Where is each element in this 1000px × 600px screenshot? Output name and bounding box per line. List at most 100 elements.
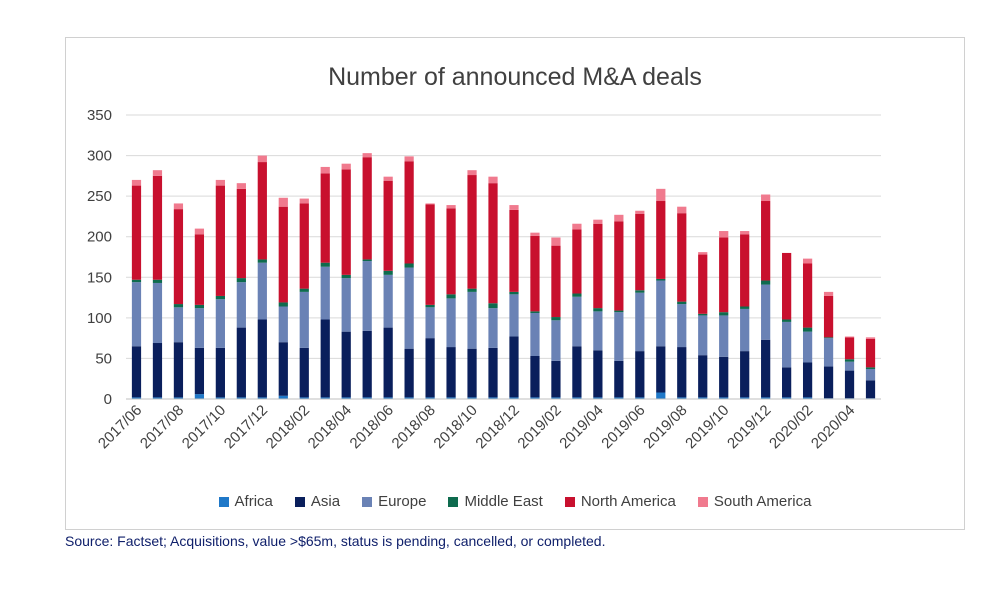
bar-segment-middle-east [802,327,813,332]
bar-segment-middle-east [404,263,414,268]
bar-segment-europe [802,331,813,363]
bar-segment-africa [278,395,288,399]
x-tick-label: 2019/02 [514,402,564,452]
bar-segment-south-america [823,291,834,296]
bar-segment-asia [698,355,708,398]
bar-segment-middle-east [131,279,142,283]
bar-segment-africa [656,392,666,399]
bar-segment-north-america [509,209,519,292]
bar-segment-middle-east [844,359,855,362]
chart-legend: Africa Asia Europe Middle East North America… [66,493,964,510]
x-tick-label: 2020/02 [766,402,816,452]
bar-segment-south-america [383,176,393,181]
bar-segment-north-america [656,201,666,279]
bar-segment-north-america [362,157,372,260]
y-tick-label: 100 [87,310,112,327]
bar-segment-europe [488,308,498,348]
bar-segment-south-america [635,210,645,214]
legend-item: North America [564,493,676,510]
bar-segment-europe [698,315,708,356]
legend-label: North America [580,493,676,510]
bar-segment-south-america [194,228,205,235]
bar-segment-middle-east [635,290,645,293]
bar-segment-north-america [677,213,687,302]
bar-segment-africa [425,397,435,399]
bar-segment-europe [299,291,309,348]
bar-segment-south-america [173,203,184,210]
bar-segment-asia [865,380,876,399]
bar-segment-south-america [698,252,708,255]
bar-segment-asia [530,355,540,398]
bar-segment-africa [236,397,246,399]
bar-segment-north-america [320,173,330,263]
legend-swatch [294,496,305,507]
chart-title: Number of announced M&A deals [328,63,702,91]
bar-segment-asia [844,370,855,399]
bar-segment-south-america [446,205,456,209]
bar-segment-europe [341,278,351,332]
bar-segment-north-america [761,201,771,281]
bar-segment-asia [257,319,267,398]
bar-segment-north-america [572,229,582,294]
bar-segment-europe [362,261,372,331]
bar-segment-europe [635,292,645,352]
legend-label: Africa [234,493,273,510]
bar-segment-europe [593,311,603,351]
x-tick-label: 2018/10 [430,402,480,452]
bar-segment-europe [530,312,540,356]
bar-segment-africa [257,397,267,399]
bar-segment-europe [509,294,519,337]
bar-segment-south-america [362,153,372,158]
legend-label: Middle East [464,493,543,510]
bar-segment-south-america [740,231,750,235]
bar-segment-asia [404,348,414,398]
bar-segment-north-america [152,175,163,280]
bar-segment-middle-east [467,288,477,292]
bar-segment-europe [194,308,205,348]
bar-segment-south-america [215,179,225,186]
bar-segment-north-america [551,245,561,318]
bar-segment-south-america [278,197,288,207]
bar-segment-asia [446,347,456,398]
bar-segment-europe [467,291,477,349]
bar-segment-south-america [131,179,142,186]
bar-segment-europe [215,299,225,348]
bar-segment-south-america [257,155,267,163]
legend-item: Africa [218,493,273,510]
bar-segment-middle-east [362,259,372,262]
bar-segment-europe [740,308,750,352]
legend-swatch [448,496,459,507]
x-tick-label: 2018/08 [389,402,439,452]
bar-segment-africa [719,397,729,399]
bar-segment-middle-east [656,278,666,281]
bar-segment-asia [551,360,561,398]
bar-segment-middle-east [740,306,750,309]
bar-segment-south-america [761,194,771,202]
bar-segment-middle-east [320,262,330,267]
bar-segment-asia [719,356,729,398]
legend-swatch [362,496,373,507]
bar-segment-europe [823,338,834,367]
bar-segment-asia [488,347,498,398]
bar-segment-asia [572,346,582,398]
y-tick-label: 350 [87,107,112,124]
bar-segment-africa [802,397,813,399]
x-tick-label: 2019/06 [598,402,648,452]
bar-segment-asia [593,350,603,398]
bar-segment-africa [362,397,372,399]
y-tick-label: 250 [87,188,112,205]
legend-label: South America [713,493,812,510]
bar-segment-asia [656,346,666,393]
bar-segment-africa [635,397,645,399]
bar-segment-south-america [530,232,540,236]
x-tick-label: 2017/12 [221,402,271,452]
bar-segment-africa [299,397,309,399]
bar-segment-south-america [467,170,477,176]
bar-segment-europe [404,267,414,349]
bar-segment-south-america [677,206,687,214]
x-tick-label: 2019/10 [682,402,732,452]
bar-segment-north-america [865,338,876,368]
bar-segment-south-america [152,170,163,176]
bar-segment-africa [404,397,414,399]
bar-segment-south-america [488,176,498,184]
